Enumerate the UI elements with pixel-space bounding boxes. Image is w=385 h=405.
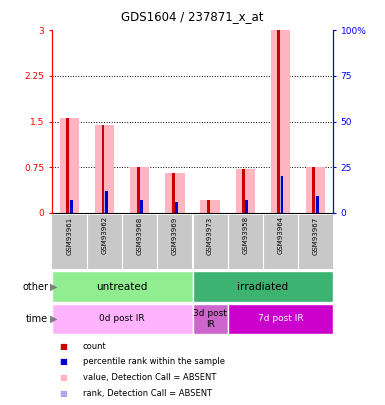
Text: ▶: ▶ (50, 281, 57, 292)
Text: count: count (83, 341, 107, 351)
Bar (271, 30, 290, 213)
Text: GSM93964: GSM93964 (277, 216, 283, 254)
Text: other: other (22, 281, 48, 292)
Bar (192, 304, 228, 334)
Text: 3d post
IR: 3d post IR (193, 309, 227, 328)
Bar (102, 125, 104, 213)
Bar (60, 118, 79, 213)
Text: GSM93962: GSM93962 (102, 216, 108, 254)
Bar (52, 304, 192, 334)
Bar (165, 173, 184, 213)
Bar (243, 200, 248, 213)
Text: GDS1604 / 237871_x_at: GDS1604 / 237871_x_at (121, 10, 264, 23)
Bar (52, 271, 192, 302)
Text: GSM93973: GSM93973 (207, 216, 213, 254)
Bar (207, 200, 210, 213)
Bar (172, 173, 175, 213)
Text: 7d post IR: 7d post IR (258, 314, 303, 324)
Bar (242, 169, 245, 213)
Bar (175, 202, 178, 213)
Bar (313, 196, 318, 213)
Bar (105, 191, 108, 213)
Text: GSM93969: GSM93969 (172, 216, 178, 254)
Text: ■: ■ (60, 389, 67, 398)
Text: irradiated: irradiated (237, 281, 288, 292)
Bar (312, 167, 315, 213)
Text: rank, Detection Call = ABSENT: rank, Detection Call = ABSENT (83, 389, 212, 398)
Text: ■: ■ (60, 357, 67, 366)
Bar (140, 200, 143, 213)
Text: GSM93968: GSM93968 (137, 216, 143, 254)
Bar (306, 167, 325, 213)
Text: time: time (26, 314, 48, 324)
Bar (130, 167, 149, 213)
Bar (102, 191, 107, 213)
Bar (137, 167, 139, 213)
Bar (70, 200, 73, 213)
Bar (278, 176, 283, 213)
Text: percentile rank within the sample: percentile rank within the sample (83, 357, 225, 366)
Text: ▶: ▶ (50, 314, 57, 324)
Bar (201, 200, 220, 213)
Bar (67, 118, 69, 213)
Bar (137, 200, 142, 213)
Text: GSM93967: GSM93967 (313, 216, 318, 254)
Bar (228, 304, 333, 334)
Bar (192, 271, 333, 302)
Bar (246, 200, 248, 213)
Text: ■: ■ (60, 373, 67, 382)
Text: value, Detection Call = ABSENT: value, Detection Call = ABSENT (83, 373, 216, 382)
Bar (277, 30, 280, 213)
Text: 0d post IR: 0d post IR (99, 314, 145, 324)
Bar (67, 200, 72, 213)
Text: untreated: untreated (97, 281, 148, 292)
Text: ■: ■ (60, 341, 67, 351)
Bar (236, 169, 255, 213)
Bar (172, 202, 177, 213)
Bar (316, 196, 318, 213)
Text: GSM93961: GSM93961 (67, 216, 72, 254)
Bar (95, 125, 114, 213)
Text: GSM93958: GSM93958 (242, 216, 248, 254)
Bar (281, 176, 283, 213)
